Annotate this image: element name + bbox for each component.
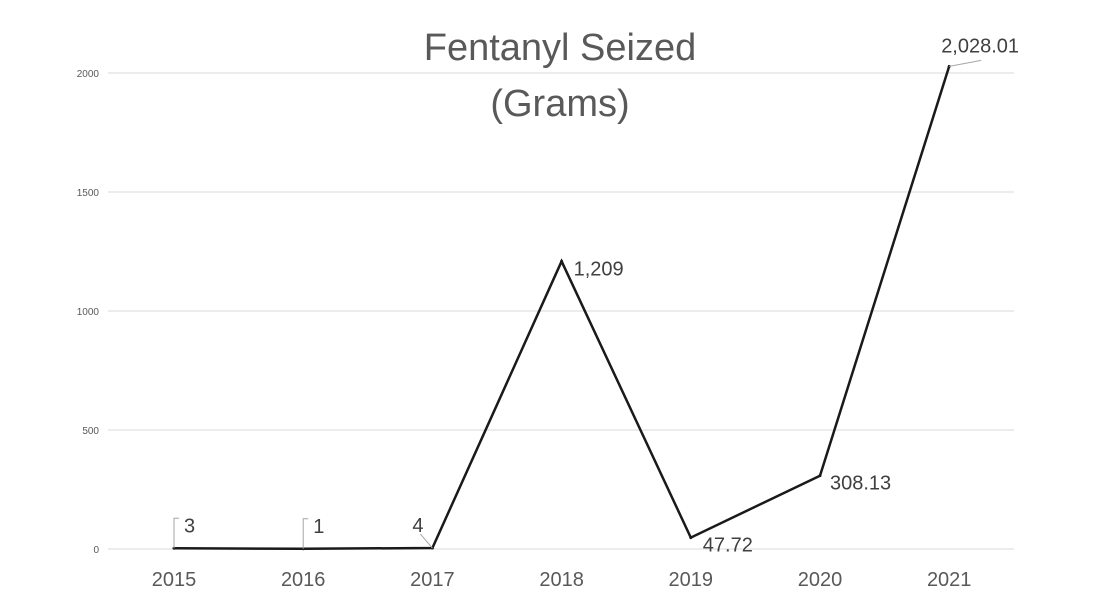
y-tick-label: 0: [93, 545, 99, 556]
x-tick-label: 2018: [539, 569, 584, 591]
data-label: 4: [412, 515, 423, 537]
x-tick-label: 2021: [927, 569, 972, 591]
y-tick-label: 2000: [77, 69, 100, 80]
data-label: 1: [313, 516, 324, 538]
x-tick-label: 2015: [152, 569, 197, 591]
data-point: [689, 536, 693, 540]
x-tick-label: 2017: [410, 569, 455, 591]
y-tick-label: 500: [82, 426, 99, 437]
data-label: 47.72: [703, 535, 753, 557]
data-label: 2,028.01: [941, 35, 1019, 57]
x-tick-label: 2020: [798, 569, 843, 591]
data-label-leader: [420, 533, 433, 549]
data-label-leader: [173, 517, 179, 549]
chart-title-line-1: Fentanyl Seized: [423, 27, 697, 69]
x-tick-label: 2016: [281, 569, 326, 591]
data-label: 1,209: [574, 258, 624, 280]
x-tick-label: 2019: [669, 569, 714, 591]
data-label: 308.13: [830, 473, 891, 495]
chart-title-line-2: (Grams): [490, 83, 630, 125]
data-label-leader: [302, 518, 309, 549]
data-point: [560, 259, 564, 263]
data-label: 3: [184, 515, 195, 537]
y-tick-label: 1500: [77, 188, 100, 199]
data-point: [818, 474, 822, 478]
y-tick-label: 1000: [77, 307, 100, 318]
data-label-leader: [949, 59, 982, 67]
